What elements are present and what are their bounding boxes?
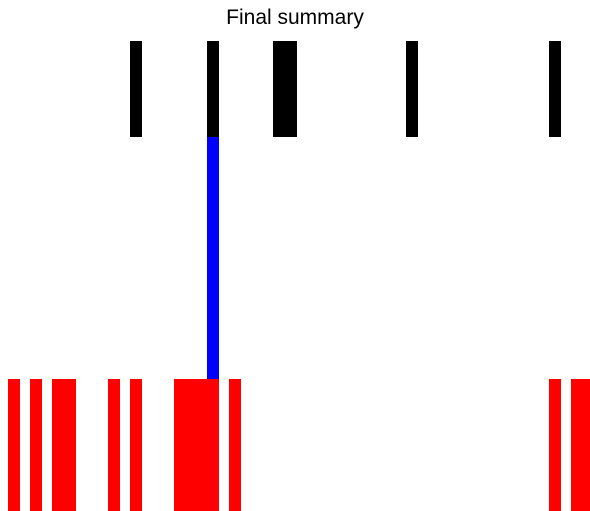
bottom-bar-3 [52,379,76,511]
page-title: Final summary [226,6,364,29]
bottom-bar-1 [8,379,20,511]
bottom-bar-2 [30,379,42,511]
bottom-bar-7 [229,379,241,511]
top-bar-1 [130,41,142,137]
bottom-bar-9 [571,379,590,511]
top-bar-5 [549,41,561,137]
top-bar-3 [273,41,297,137]
bottom-bar-4 [108,379,120,511]
connector-line [207,137,219,379]
bottom-bar-8 [549,379,561,511]
top-bar-4 [406,41,418,137]
bottom-bar-6 [174,379,219,511]
top-bar-2 [207,41,219,137]
bottom-bar-5 [130,379,142,511]
